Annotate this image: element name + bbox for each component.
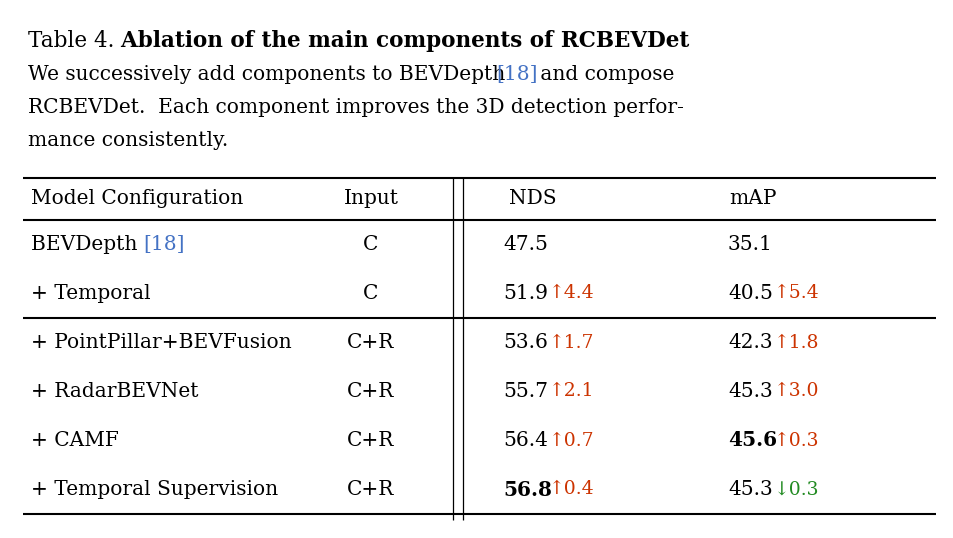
Text: 42.3: 42.3 bbox=[727, 333, 772, 352]
Text: RCBEVDet.  Each component improves the 3D detection perfor-: RCBEVDet. Each component improves the 3D… bbox=[28, 98, 683, 117]
Text: 45.6: 45.6 bbox=[727, 430, 777, 450]
Text: .: . bbox=[636, 30, 643, 52]
Text: C: C bbox=[363, 235, 378, 254]
Text: 56.8: 56.8 bbox=[502, 479, 552, 499]
Text: C+R: C+R bbox=[347, 333, 395, 352]
Text: BEVDepth: BEVDepth bbox=[30, 235, 144, 254]
Text: ↓0.3: ↓0.3 bbox=[773, 480, 819, 499]
Text: ↑1.7: ↑1.7 bbox=[548, 334, 594, 351]
Text: C: C bbox=[363, 284, 378, 303]
Text: + Temporal Supervision: + Temporal Supervision bbox=[30, 480, 278, 499]
Text: C+R: C+R bbox=[347, 382, 395, 401]
Text: ↑0.7: ↑0.7 bbox=[548, 431, 594, 450]
Text: 53.6: 53.6 bbox=[502, 333, 547, 352]
Text: 45.3: 45.3 bbox=[727, 382, 772, 401]
Text: + Temporal: + Temporal bbox=[30, 284, 151, 303]
Text: [18]: [18] bbox=[144, 235, 185, 254]
Text: + CAMF: + CAMF bbox=[30, 431, 119, 450]
Text: Model Configuration: Model Configuration bbox=[30, 189, 243, 209]
Text: ↑4.4: ↑4.4 bbox=[548, 285, 594, 302]
Text: 55.7: 55.7 bbox=[502, 382, 547, 401]
Text: NDS: NDS bbox=[509, 189, 557, 209]
Text: 35.1: 35.1 bbox=[727, 235, 772, 254]
Text: ↑5.4: ↑5.4 bbox=[773, 285, 819, 302]
Text: C+R: C+R bbox=[347, 480, 395, 499]
Text: 45.3: 45.3 bbox=[727, 480, 772, 499]
Text: ↑0.4: ↑0.4 bbox=[548, 480, 594, 499]
Text: + RadarBEVNet: + RadarBEVNet bbox=[30, 382, 198, 401]
Text: mance consistently.: mance consistently. bbox=[28, 131, 228, 150]
Text: [18]: [18] bbox=[496, 65, 537, 84]
Text: Input: Input bbox=[343, 189, 398, 209]
Text: 40.5: 40.5 bbox=[727, 284, 772, 303]
Text: ↑2.1: ↑2.1 bbox=[548, 383, 594, 400]
Text: Ablation of the main components of RCBEVDet: Ablation of the main components of RCBEV… bbox=[106, 30, 688, 52]
Text: mAP: mAP bbox=[728, 189, 776, 209]
Text: 51.9: 51.9 bbox=[502, 284, 547, 303]
Text: + PointPillar+BEVFusion: + PointPillar+BEVFusion bbox=[30, 333, 292, 352]
Text: 47.5: 47.5 bbox=[502, 235, 547, 254]
Text: ↑0.3: ↑0.3 bbox=[773, 431, 819, 450]
Text: C+R: C+R bbox=[347, 431, 395, 450]
Text: ↑3.0: ↑3.0 bbox=[773, 383, 819, 400]
Text: and compose: and compose bbox=[534, 65, 674, 84]
Text: 56.4: 56.4 bbox=[502, 431, 547, 450]
Text: We successively add components to BEVDepth: We successively add components to BEVDep… bbox=[28, 65, 511, 84]
Text: Table 4.: Table 4. bbox=[28, 30, 114, 52]
Text: ↑1.8: ↑1.8 bbox=[773, 334, 819, 351]
